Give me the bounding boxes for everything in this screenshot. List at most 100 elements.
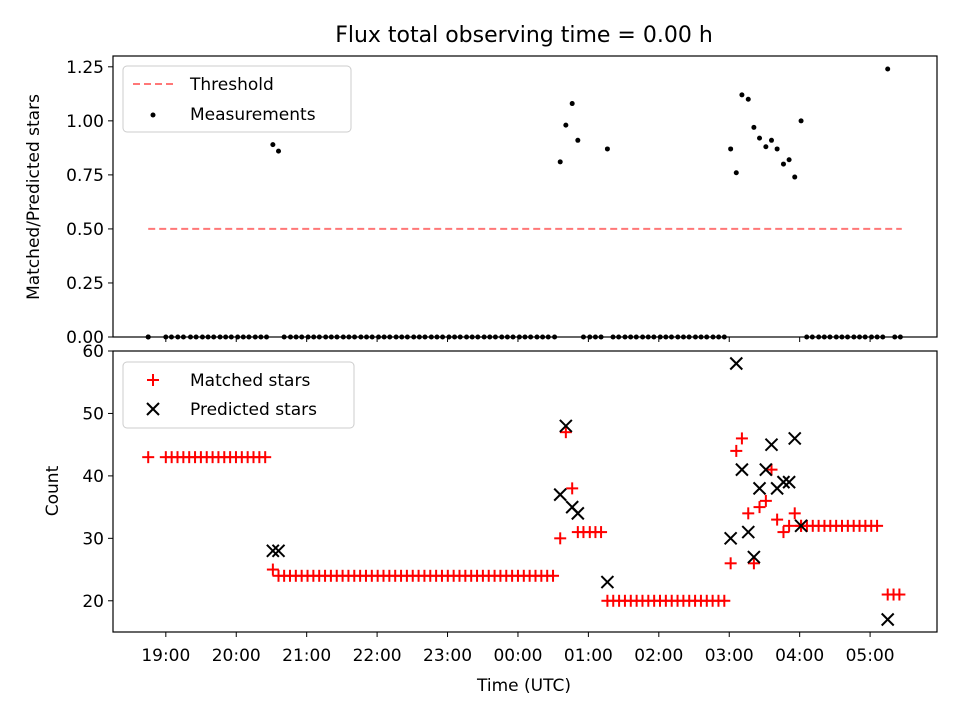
bottom-y-ticks: 20 30 40 50 60 xyxy=(82,342,113,612)
measurement-point xyxy=(739,92,745,98)
predicted-star-point xyxy=(600,575,615,589)
x-tick-label: 05:00 xyxy=(846,646,895,666)
x-tick-label: 20:00 xyxy=(212,646,261,666)
measurement-point xyxy=(763,144,769,150)
measurement-point xyxy=(745,96,751,102)
measurement-point xyxy=(563,122,569,128)
x-tick-label: 21:00 xyxy=(282,646,331,666)
measurement-point xyxy=(786,157,792,163)
y-tick-label: 0.25 xyxy=(66,274,104,294)
bottom-legend-frame xyxy=(122,361,355,429)
predicted-legend-label: Predicted stars xyxy=(190,400,317,420)
measurement-point xyxy=(792,174,798,180)
matched-star-point xyxy=(142,451,155,464)
measurement-point xyxy=(557,159,563,165)
predicted-star-point xyxy=(880,612,895,627)
matched-star-point xyxy=(566,482,579,495)
y-tick-label: 1.25 xyxy=(66,58,104,78)
predicted-star-point xyxy=(723,531,738,546)
matched-star-point xyxy=(747,557,760,570)
matched-star-point xyxy=(559,426,572,439)
measurements-legend-label: Measurements xyxy=(190,105,316,125)
predicted-legend-marker xyxy=(146,402,160,416)
bottom-panel: 20 30 40 50 60 19:00 20:00 21:00 22:00 23:00 00:0… xyxy=(43,342,938,696)
matched-star-point xyxy=(266,563,279,576)
measurement-point xyxy=(798,118,804,124)
matched-star-point xyxy=(730,444,743,457)
x-axis-label: Time (UTC) xyxy=(476,676,571,696)
predicted-star-point xyxy=(764,437,779,452)
x-tick-label: 04:00 xyxy=(775,646,824,666)
top-legend-frame xyxy=(122,65,352,133)
y-tick-label: 50 xyxy=(82,404,104,424)
predicted-star-point xyxy=(741,525,755,539)
x-tick-label: 01:00 xyxy=(564,646,613,666)
y-tick-label: 0.50 xyxy=(66,220,104,240)
measurement-point xyxy=(604,146,610,152)
bottom-plot-content xyxy=(142,356,906,627)
measurement-point xyxy=(276,148,282,154)
matched-star-point xyxy=(595,526,608,539)
matched-star-point xyxy=(554,532,567,545)
predicted-star-point xyxy=(776,475,791,489)
y-tick-label: 1.00 xyxy=(66,112,104,132)
matched-star-point xyxy=(735,432,748,445)
x-tick-label: 02:00 xyxy=(634,646,683,666)
matched-star-point xyxy=(771,513,784,526)
matched-star-point xyxy=(783,519,796,532)
top-panel: 0.00 0.25 0.50 0.75 1.00 1.25 Matched/Predict… xyxy=(24,55,938,348)
matched-star-point xyxy=(765,463,778,476)
matched-star-point xyxy=(759,494,772,507)
threshold-legend-label: Threshold xyxy=(189,75,274,95)
predicted-star-point xyxy=(747,550,761,564)
matched-star-point xyxy=(788,507,801,520)
x-tick-label: 00:00 xyxy=(493,646,542,666)
top-x-ticks xyxy=(165,337,871,342)
measurement-point xyxy=(751,124,757,130)
top-axes-frame xyxy=(112,55,938,338)
x-tick-label: 22:00 xyxy=(353,646,402,666)
y-tick-label: 0.75 xyxy=(66,166,104,186)
measurement-point xyxy=(575,137,581,143)
matched-star-point xyxy=(547,569,560,582)
measurement-point xyxy=(774,146,780,152)
figure-title: Flux total observing time = 0.00 h xyxy=(335,23,713,48)
x-tick-label: 23:00 xyxy=(423,646,472,666)
predicted-star-point xyxy=(271,544,286,558)
matched-star-point xyxy=(724,557,737,570)
bottom-y-axis-label: Count xyxy=(43,465,63,516)
matched-star-point xyxy=(259,451,272,464)
measurement-point xyxy=(733,170,739,176)
measurement-point xyxy=(270,142,276,148)
predicted-star-point xyxy=(794,519,808,533)
predicted-star-point xyxy=(735,462,749,477)
measurement-point xyxy=(885,66,891,72)
predicted-star-point xyxy=(759,462,773,477)
y-tick-label: 40 xyxy=(82,467,104,487)
y-tick-label: 60 xyxy=(82,342,104,362)
predicted-star-point xyxy=(729,356,743,371)
measurement-point xyxy=(768,137,774,143)
y-tick-label: 0.00 xyxy=(66,328,104,348)
predicted-star-point xyxy=(571,506,585,521)
measurements-legend-marker xyxy=(150,112,156,118)
top-y-ticks: 0.00 0.25 0.50 0.75 1.00 1.25 xyxy=(66,58,113,348)
bottom-axes-frame xyxy=(112,350,938,633)
x-tick-label: 03:00 xyxy=(705,646,754,666)
matched-star-point xyxy=(753,501,766,514)
predicted-star-point xyxy=(553,487,567,502)
matched-star-point xyxy=(777,526,790,539)
matched-star-point xyxy=(742,507,755,520)
measurement-point xyxy=(569,101,575,107)
top-y-axis-label: Matched/Predicted stars xyxy=(24,94,44,300)
top-legend: Threshold Measurements xyxy=(122,65,352,133)
y-tick-label: 20 xyxy=(82,592,104,612)
predicted-star-point xyxy=(559,419,573,433)
bottom-x-ticks: 19:00 20:00 21:00 22:00 23:00 00:00 01:00 02:00… xyxy=(141,632,895,666)
measurement-point xyxy=(757,135,763,141)
predicted-star-point xyxy=(266,544,280,558)
predicted-star-point xyxy=(782,475,796,489)
matched-legend-label: Matched stars xyxy=(190,371,310,391)
predicted-star-point xyxy=(752,481,767,496)
predicted-star-point xyxy=(788,431,802,446)
